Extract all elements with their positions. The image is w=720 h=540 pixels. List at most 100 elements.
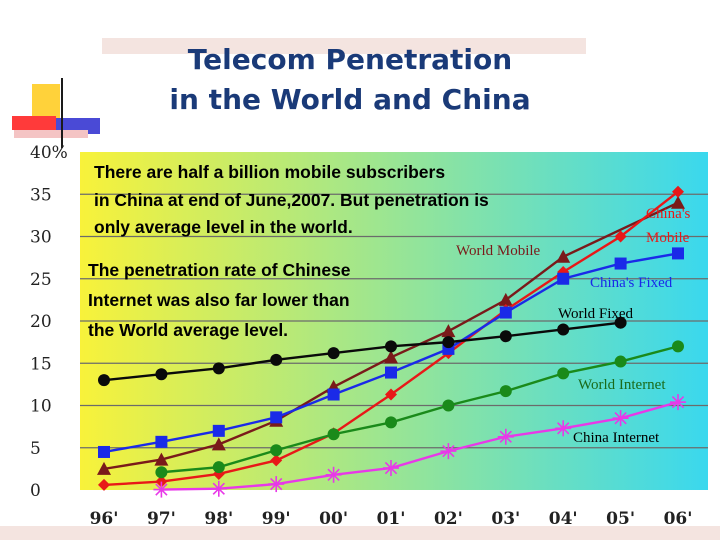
series-line xyxy=(103,201,679,471)
data-point xyxy=(385,388,397,401)
series-line xyxy=(161,400,679,491)
data-point xyxy=(557,272,570,285)
y-tick-label: 30 xyxy=(30,228,52,248)
data-point xyxy=(557,367,570,380)
x-tick-label: 99' xyxy=(262,509,291,529)
data-point xyxy=(98,478,110,491)
data-point xyxy=(270,454,283,467)
data-point xyxy=(670,394,686,411)
series-label: Mobile xyxy=(646,230,690,246)
annotations: There are half a billion mobile subscrib… xyxy=(88,162,489,340)
data-point xyxy=(385,416,397,429)
x-tick-label: 01' xyxy=(377,509,406,529)
data-point xyxy=(270,411,283,424)
data-point xyxy=(498,292,513,306)
y-tick-label: 10 xyxy=(30,397,52,417)
data-point xyxy=(555,420,572,437)
annotation-line: only average level in the world. xyxy=(94,217,353,237)
y-tick-label: 40% xyxy=(30,143,68,163)
y-tick-label: 20 xyxy=(30,312,52,332)
data-point xyxy=(212,424,225,437)
data-point xyxy=(212,362,225,375)
data-point xyxy=(155,475,168,488)
deco-red-block xyxy=(12,116,56,130)
series-labels: World Mobile China's Mobile China's Fixed Wo… xyxy=(456,206,691,446)
series-china-internet xyxy=(153,394,686,498)
data-point xyxy=(671,195,685,209)
data-point xyxy=(155,466,168,479)
data-point xyxy=(97,461,111,475)
data-point xyxy=(153,481,170,498)
y-tick-label: 15 xyxy=(30,354,52,374)
data-point xyxy=(612,410,629,427)
page-title: Telecom Penetration in the World and Chi… xyxy=(169,43,531,116)
annotation-line: Internet was also far lower than xyxy=(88,290,350,310)
data-point xyxy=(556,249,571,263)
deco-yellow-block xyxy=(32,84,60,122)
y-tick-label: 25 xyxy=(30,270,52,290)
x-tick-label: 06' xyxy=(664,509,693,529)
deco-vertical-line xyxy=(61,78,63,148)
series-line xyxy=(161,345,679,474)
data-point xyxy=(442,336,455,349)
data-point xyxy=(442,399,455,412)
annotation-line: in China at end of June,2007. But penetr… xyxy=(94,190,489,210)
series-label: World Mobile xyxy=(456,243,541,259)
series-layer xyxy=(97,185,686,498)
data-point xyxy=(270,444,283,457)
data-point xyxy=(155,368,168,381)
data-point xyxy=(614,316,627,329)
data-point xyxy=(268,476,285,493)
series-line xyxy=(103,321,621,382)
data-point xyxy=(154,452,169,466)
data-point xyxy=(614,230,627,243)
data-point xyxy=(557,323,570,336)
x-tick-label: 03' xyxy=(491,509,520,529)
data-point xyxy=(155,435,168,448)
data-point xyxy=(385,366,397,379)
x-tick-label: 04' xyxy=(549,509,578,529)
data-point xyxy=(327,347,340,360)
data-point xyxy=(210,480,227,497)
data-point xyxy=(211,437,226,451)
y-axis-ticks: 0 5 10 15 20 25 30 35 40% xyxy=(30,143,68,501)
data-point xyxy=(384,350,398,364)
x-tick-label: 00' xyxy=(319,509,348,529)
x-tick-label: 02' xyxy=(434,509,463,529)
annotation-line: the World average level. xyxy=(88,320,288,340)
data-point xyxy=(270,353,283,366)
data-point xyxy=(327,428,340,441)
y-tick-label: 0 xyxy=(30,481,41,501)
data-point xyxy=(383,460,399,477)
data-point xyxy=(440,443,457,460)
series-china-s-fixed xyxy=(98,247,684,458)
data-point xyxy=(98,445,110,458)
series-label: China's Fixed xyxy=(590,275,673,291)
y-tick-label: 35 xyxy=(30,185,52,205)
data-point xyxy=(212,461,225,474)
x-tick-label: 98' xyxy=(204,509,233,529)
data-point xyxy=(98,374,110,387)
x-tick-label: 05' xyxy=(606,509,635,529)
data-point xyxy=(672,185,684,198)
data-point xyxy=(327,388,340,401)
data-point xyxy=(325,466,342,483)
grid-lines xyxy=(80,193,708,449)
series-label: World Fixed xyxy=(558,306,634,322)
data-point xyxy=(441,324,456,338)
x-tick-label: 97' xyxy=(147,509,176,529)
series-label: World Internet xyxy=(578,377,666,393)
data-point xyxy=(672,340,684,353)
series-label: China Internet xyxy=(573,430,660,446)
title-band xyxy=(102,38,586,54)
annotation-line: There are half a billion mobile subscrib… xyxy=(94,162,445,182)
data-point xyxy=(672,247,684,260)
data-point xyxy=(385,340,397,353)
series-world-internet xyxy=(155,340,684,479)
series-world-fixed xyxy=(98,316,627,387)
bottom-band xyxy=(0,526,720,540)
series-label: China's xyxy=(646,206,691,222)
data-point xyxy=(499,385,512,398)
data-point xyxy=(499,306,512,319)
